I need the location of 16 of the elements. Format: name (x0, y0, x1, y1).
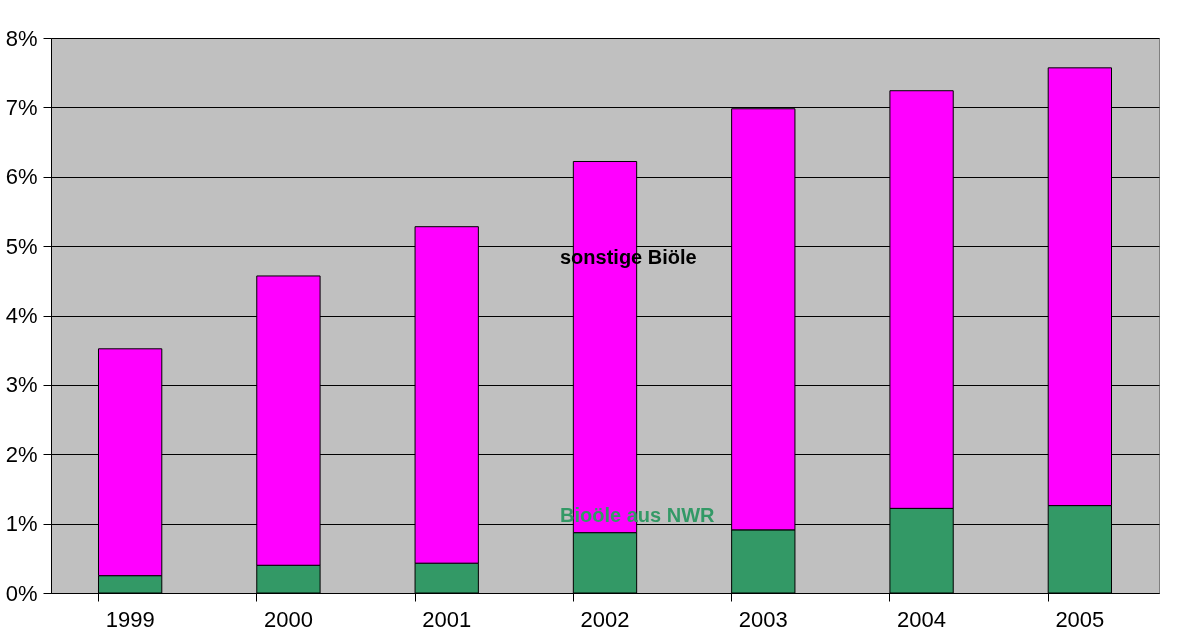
x-tick-label: 2002 (580, 606, 630, 632)
x-tick-label: 2005 (1055, 606, 1105, 632)
y-tick-label: 3% (5, 372, 38, 398)
y-tick-label: 0% (5, 580, 38, 606)
y-tick-label: 2% (5, 441, 38, 467)
x-tick-label: 2000 (263, 606, 313, 632)
x-tick-label: 2004 (897, 606, 947, 632)
y-tick-label: 6% (5, 164, 38, 190)
y-tick-label: 5% (5, 233, 38, 259)
x-tick-label: 1999 (105, 606, 155, 632)
x-tick-label: 2003 (738, 606, 788, 632)
y-tick-label: 7% (5, 94, 38, 120)
y-tick-label: 4% (5, 303, 38, 328)
y-tick-label: 1% (5, 511, 38, 537)
y-tick-label: 8% (5, 25, 38, 51)
x-tick-label: 2001 (422, 606, 472, 632)
